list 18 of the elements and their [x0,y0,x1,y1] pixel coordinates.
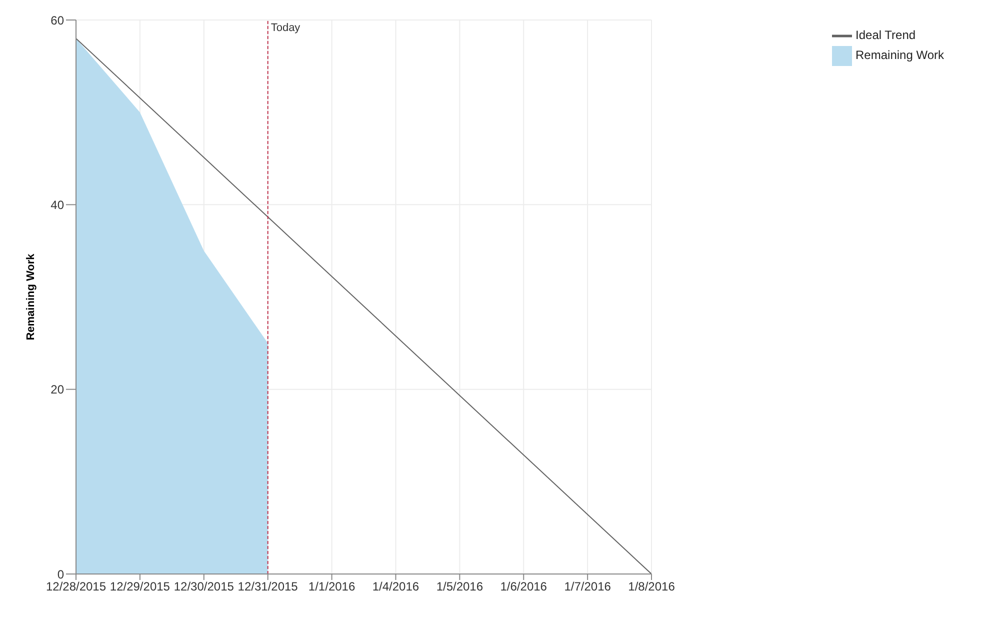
x-tick-label: 1/4/2016 [372,580,420,594]
x-tick-label: 1/6/2016 [500,580,548,594]
y-axis-title: Remaining Work [24,252,37,340]
ref-line-label: Today [270,22,301,34]
x-tick-label: 12/28/2015 [46,580,106,594]
legend-label: Ideal Trend [856,28,916,42]
y-tick-label: 40 [50,198,64,212]
x-tick-label: 1/1/2016 [308,580,356,594]
y-tick-label: 60 [50,13,64,28]
legend-label: Remaining Work [856,48,944,62]
x-tick-label: 1/7/2016 [564,580,612,594]
x-tick-label: 1/5/2016 [436,580,484,594]
x-tick-label: 12/31/2015 [238,580,298,594]
x-tick-label: 1/8/2016 [628,580,676,594]
x-tick-label: 12/30/2015 [174,580,234,594]
x-tick-label: 12/29/2015 [110,580,170,594]
y-tick-label: 0 [57,567,64,582]
y-tick-label: 20 [50,382,64,397]
